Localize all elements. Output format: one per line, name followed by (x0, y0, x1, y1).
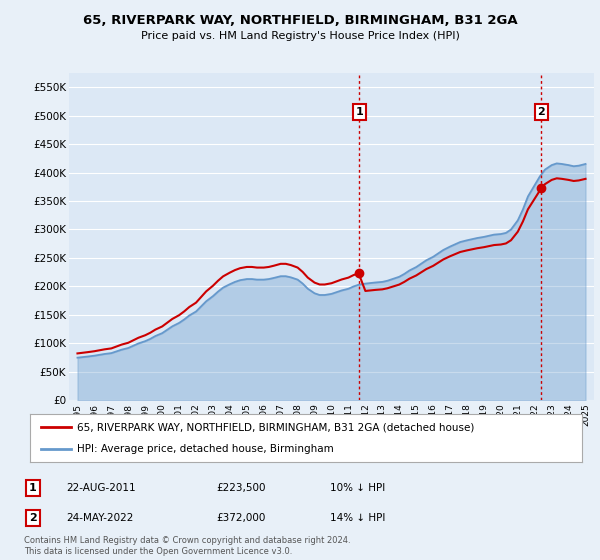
Text: 24-MAY-2022: 24-MAY-2022 (66, 513, 133, 523)
Text: 2: 2 (29, 513, 37, 523)
Text: 1: 1 (356, 107, 364, 117)
Text: 22-AUG-2011: 22-AUG-2011 (66, 483, 136, 493)
Text: 2: 2 (538, 107, 545, 117)
Text: HPI: Average price, detached house, Birmingham: HPI: Average price, detached house, Birm… (77, 444, 334, 454)
Text: 10% ↓ HPI: 10% ↓ HPI (330, 483, 385, 493)
Text: 1: 1 (29, 483, 37, 493)
Text: Contains HM Land Registry data © Crown copyright and database right 2024.
This d: Contains HM Land Registry data © Crown c… (24, 536, 350, 556)
Text: 65, RIVERPARK WAY, NORTHFIELD, BIRMINGHAM, B31 2GA: 65, RIVERPARK WAY, NORTHFIELD, BIRMINGHA… (83, 14, 517, 27)
Text: £223,500: £223,500 (216, 483, 265, 493)
Text: Price paid vs. HM Land Registry's House Price Index (HPI): Price paid vs. HM Land Registry's House … (140, 31, 460, 41)
Text: 14% ↓ HPI: 14% ↓ HPI (330, 513, 385, 523)
Text: 65, RIVERPARK WAY, NORTHFIELD, BIRMINGHAM, B31 2GA (detached house): 65, RIVERPARK WAY, NORTHFIELD, BIRMINGHA… (77, 422, 474, 432)
Text: £372,000: £372,000 (216, 513, 265, 523)
